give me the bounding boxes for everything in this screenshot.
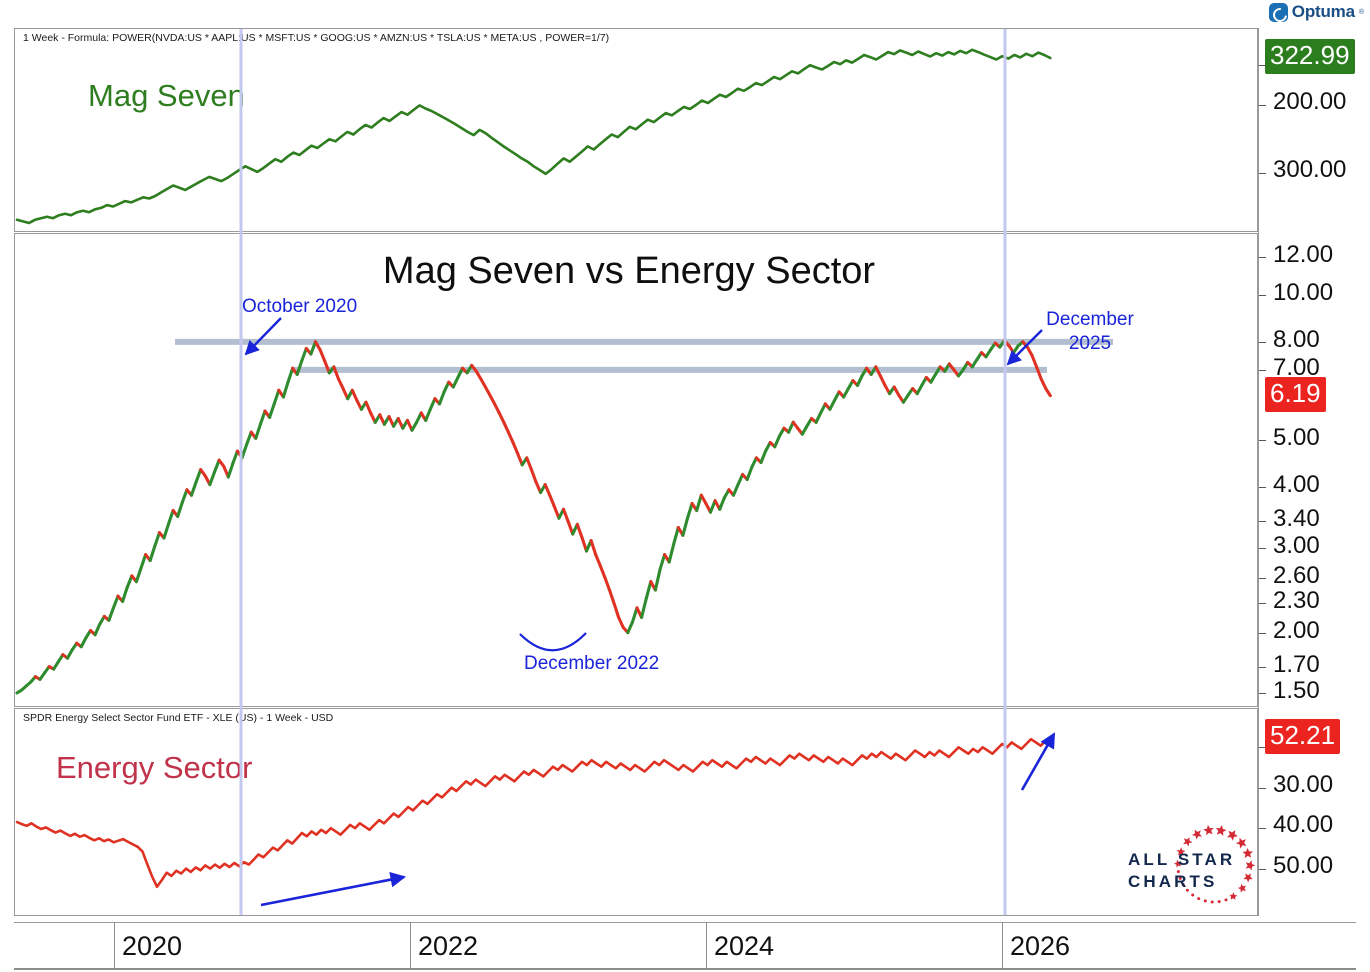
axis-tick-mark — [1259, 65, 1266, 67]
price-tick-mid-8.00: 8.00 — [1273, 325, 1320, 353]
price-tick-bot-1: 40.00 — [1273, 811, 1334, 839]
last-price-badge-ratio: 6.19 — [1265, 376, 1326, 412]
axis-tick-mark — [1259, 868, 1266, 870]
mag-seven-plot — [15, 48, 1052, 225]
axis-tick-mark — [1259, 632, 1266, 634]
axis-tick-mark — [1259, 369, 1266, 371]
price-tick-mid-4.00: 4.00 — [1273, 471, 1320, 499]
axis-tick-mark — [1259, 692, 1266, 694]
price-axis[interactable]: 300.00200.00100.00322.991.501.702.002.30… — [1258, 28, 1356, 916]
axis-tick-mark — [1259, 547, 1266, 549]
date-axis-separator — [114, 923, 115, 969]
ratio-plot — [15, 338, 1113, 695]
price-tick-mid-2.60: 2.60 — [1273, 561, 1320, 589]
price-tick-mid-1.50: 1.50 — [1273, 676, 1320, 704]
date-axis-separator — [1002, 923, 1003, 969]
star-circle-icon — [1173, 824, 1256, 904]
last-price-badge-mag-seven: 322.99 — [1265, 38, 1355, 74]
mag-seven-series-label: Mag Seven — [88, 78, 245, 113]
axis-tick-mark — [1259, 603, 1266, 605]
price-tick-mid-10.00: 10.00 — [1273, 279, 1334, 307]
price-tick-top-0: 300.00 — [1273, 155, 1347, 183]
price-tick-mid-2.30: 2.30 — [1273, 587, 1320, 615]
optuma-wordmark: Optuma — [1291, 2, 1355, 21]
panel-mag-seven: 1 Week - Formula: POWER(NVDA:US * AAPL:U… — [14, 28, 1258, 232]
axis-tick-mark — [1259, 104, 1266, 106]
date-axis-label-2020: 2020 — [122, 931, 183, 961]
panel-bottom-header: SPDR Energy Select Sector Fund ETF - XLE… — [23, 712, 334, 724]
watermark-line2: CHARTS — [1128, 872, 1218, 891]
price-tick-bot-0: 50.00 — [1273, 851, 1334, 879]
date-axis-label-2026: 2026 — [1010, 931, 1071, 961]
last-price-badge-energy: 52.21 — [1265, 719, 1341, 755]
annotation-december-2022: December 2022 — [524, 653, 660, 674]
date-axis-label-2022: 2022 — [418, 931, 479, 961]
axis-tick-mark — [1259, 747, 1266, 749]
optuma-logo: Optuma ® — [1268, 2, 1364, 22]
annotation-october-2020: October 2020 — [242, 296, 358, 317]
price-tick-top-1: 200.00 — [1273, 87, 1347, 115]
panel-ratio — [14, 233, 1258, 707]
date-axis-label-2024: 2024 — [714, 931, 775, 961]
axis-tick-mark — [1259, 295, 1266, 297]
page-title: Mag Seven vs Energy Sector — [382, 250, 876, 292]
axis-tick-mark — [1259, 577, 1266, 579]
axis-tick-mark — [1259, 521, 1266, 523]
price-tick-mid-1.70: 1.70 — [1273, 650, 1320, 678]
date-axis-separator — [410, 923, 411, 969]
axis-tick-mark — [1259, 828, 1266, 830]
date-axis[interactable]: 2020 2022 2024 2026 — [14, 922, 1356, 970]
price-tick-mid-3.00: 3.00 — [1273, 531, 1320, 559]
panel-top-header: 1 Week - Formula: POWER(NVDA:US * AAPL:U… — [23, 32, 610, 44]
axis-tick-mark — [1259, 440, 1266, 442]
watermark-line1: ALL STAR — [1128, 850, 1236, 869]
axis-tick-mark — [1259, 487, 1266, 489]
axis-tick-mark — [1259, 341, 1266, 343]
price-tick-mid-3.40: 3.40 — [1273, 505, 1320, 533]
all-star-charts-watermark: ALL STAR CHARTS — [1126, 822, 1258, 908]
annotation-december-2025: December 2025 — [1046, 309, 1134, 355]
axis-tick-mark — [1259, 787, 1266, 789]
energy-sector-series-label: Energy Sector — [56, 750, 253, 785]
price-tick-mid-5.00: 5.00 — [1273, 424, 1320, 452]
energy-sector-plot — [15, 737, 1052, 889]
optuma-trademark: ® — [1358, 8, 1364, 16]
axis-tick-mark — [1259, 256, 1266, 258]
price-tick-mid-12.00: 12.00 — [1273, 240, 1334, 268]
price-tick-mid-7.00: 7.00 — [1273, 353, 1320, 381]
axis-tick-mark — [1259, 172, 1266, 174]
price-tick-mid-2.00: 2.00 — [1273, 616, 1320, 644]
optuma-logo-icon — [1268, 2, 1288, 22]
date-axis-separator — [706, 923, 707, 969]
axis-tick-mark — [1259, 666, 1266, 668]
price-tick-bot-2: 30.00 — [1273, 770, 1334, 798]
